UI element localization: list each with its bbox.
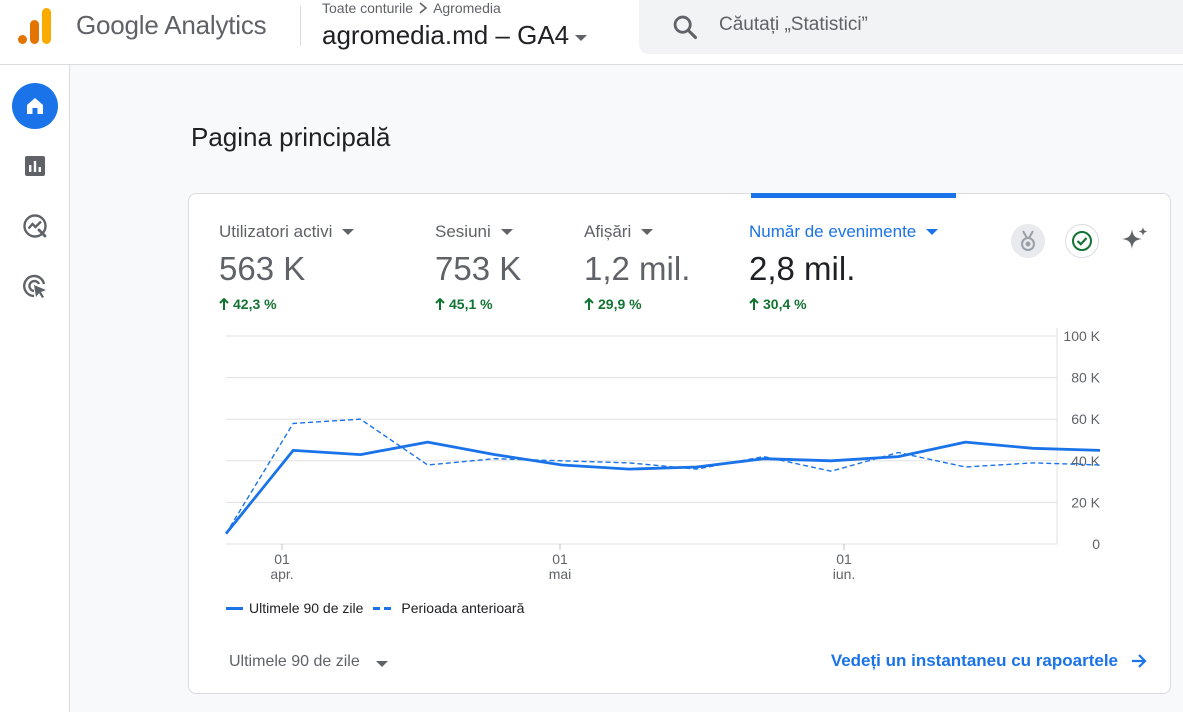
check-circle-icon <box>1072 231 1092 251</box>
analytics-logo-icon[interactable] <box>18 8 52 44</box>
search-input[interactable] <box>719 10 1159 40</box>
metric-change-text: 30,4 % <box>763 296 807 312</box>
metric-change: 29,9 % <box>584 296 690 312</box>
search-bar[interactable] <box>639 0 1183 54</box>
series-line-previous[interactable] <box>225 418 1101 534</box>
metric-value: 563 K <box>219 250 306 287</box>
arrow-up-icon <box>435 297 445 310</box>
x-tick-month: mai <box>549 566 572 582</box>
view-reports-link-text: Vedeți un instantaneu cu rapoartele <box>830 651 1118 670</box>
active-metric-indicator <box>751 193 956 198</box>
nav-home[interactable] <box>12 83 58 129</box>
metric-views[interactable]: Afișări 1,2 mil. 29,9 % <box>584 222 690 312</box>
date-range-label: Ultimele 90 de zile <box>229 653 360 670</box>
insights-button[interactable] <box>1118 223 1152 257</box>
metric-change-text: 45,1 % <box>449 296 493 312</box>
breadcrumb[interactable]: Toate conturile Agromedia <box>322 0 501 16</box>
metric-label-text: Utilizatori activi <box>219 222 333 241</box>
arrow-up-icon <box>749 297 759 310</box>
explore-trend-icon <box>23 214 47 238</box>
nav-advertising[interactable] <box>12 263 58 309</box>
search-icon[interactable] <box>671 13 699 41</box>
view-reports-link[interactable]: Vedeți un instantaneu cu rapoartele <box>831 651 1148 671</box>
bar-chart-icon <box>25 156 45 176</box>
caret-down-icon[interactable] <box>926 229 939 235</box>
caret-down-icon[interactable] <box>342 229 355 235</box>
nav-reports[interactable] <box>12 143 58 189</box>
metric-label: Afișări <box>584 222 690 242</box>
advertising-target-icon <box>23 274 46 298</box>
y-tick-label: 100 K <box>1063 328 1100 344</box>
caret-down-icon[interactable] <box>500 229 513 235</box>
header-divider <box>300 6 301 46</box>
legend-item-current[interactable]: Ultimele 90 de zile <box>226 600 363 616</box>
metric-label-text: Număr de evenimente <box>749 222 917 241</box>
sparkle-icon <box>1122 227 1148 249</box>
page-title: Pagina principală <box>191 122 391 152</box>
x-tick-day: 01 <box>836 551 852 567</box>
product-name: Google Analytics <box>76 10 267 40</box>
arrow-up-icon <box>219 297 229 310</box>
y-axis-ticks: 0 20 K 40 K 60 K 80 K 100 K <box>1063 328 1100 552</box>
x-tick-day: 01 <box>274 551 290 567</box>
left-nav <box>0 65 70 712</box>
medal-icon <box>1021 230 1035 251</box>
overview-card: Utilizatori activi 563 K 42,3 % Sesiuni … <box>188 193 1171 694</box>
metric-event-count[interactable]: Număr de evenimente 2,8 mil. 30,4 % <box>749 222 939 312</box>
metric-label: Sesiuni <box>435 222 521 242</box>
legend-label-current: Ultimele 90 de zile <box>249 600 364 616</box>
legend-item-previous[interactable]: Perioada anterioară <box>373 600 524 616</box>
metric-change: 42,3 % <box>219 296 354 312</box>
y-tick-label: 40 K <box>1071 453 1100 469</box>
metric-label: Număr de evenimente <box>749 222 939 242</box>
x-tick-month: apr. <box>270 566 293 582</box>
top-bar: Google Analytics Toate conturile Agromed… <box>0 0 1183 65</box>
metric-change-text: 42,3 % <box>233 296 277 312</box>
date-range-dropdown[interactable]: Ultimele 90 de zile <box>229 653 388 671</box>
metric-value: 2,8 mil. <box>749 250 856 287</box>
metric-label-text: Afișări <box>584 222 632 241</box>
home-icon <box>27 98 43 114</box>
property-name: agromedia.md – GA4 <box>322 20 570 50</box>
metric-sessions[interactable]: Sesiuni 753 K 45,1 % <box>435 222 521 312</box>
legend-solid-swatch <box>226 606 243 610</box>
x-tick-day: 01 <box>552 551 568 567</box>
breadcrumb-account[interactable]: Toate conturile <box>322 0 414 16</box>
series-line-current[interactable] <box>224 440 1101 535</box>
chevron-down-icon <box>575 34 588 41</box>
legend-dashed-swatch <box>373 606 396 610</box>
arrow-right-icon <box>1132 654 1147 668</box>
chart-legend: Ultimele 90 de zile Perioada anterioară <box>226 600 524 616</box>
chevron-down-icon <box>375 661 388 667</box>
y-tick-label: 80 K <box>1071 370 1100 386</box>
legend-label-previous: Perioada anterioară <box>401 600 525 616</box>
badge-button[interactable] <box>1011 224 1045 258</box>
metric-change-text: 29,9 % <box>598 296 642 312</box>
y-tick-label: 20 K <box>1071 494 1100 510</box>
arrow-up-icon <box>584 297 594 310</box>
metric-change: 30,4 % <box>749 296 938 312</box>
y-tick-label: 0 <box>1092 536 1100 552</box>
chart-series <box>224 418 1101 535</box>
caret-down-icon[interactable] <box>641 229 654 235</box>
chart-gridlines <box>226 328 1058 545</box>
property-selector[interactable]: agromedia.md – GA4 <box>322 20 588 51</box>
nav-explore[interactable] <box>12 203 58 249</box>
chevron-right-icon <box>419 2 428 14</box>
metric-value: 1,2 mil. <box>584 250 691 287</box>
metric-active-users[interactable]: Utilizatori activi 563 K 42,3 % <box>219 222 355 312</box>
breadcrumb-property-group[interactable]: Agromedia <box>433 0 501 16</box>
x-tick-month: iun. <box>833 566 856 582</box>
metric-value: 753 K <box>435 250 522 287</box>
status-check-button[interactable] <box>1065 224 1099 258</box>
y-tick-label: 60 K <box>1071 411 1100 427</box>
metric-change: 45,1 % <box>435 296 521 312</box>
metric-label-text: Sesiuni <box>435 222 491 241</box>
metric-label: Utilizatori activi <box>219 222 355 242</box>
